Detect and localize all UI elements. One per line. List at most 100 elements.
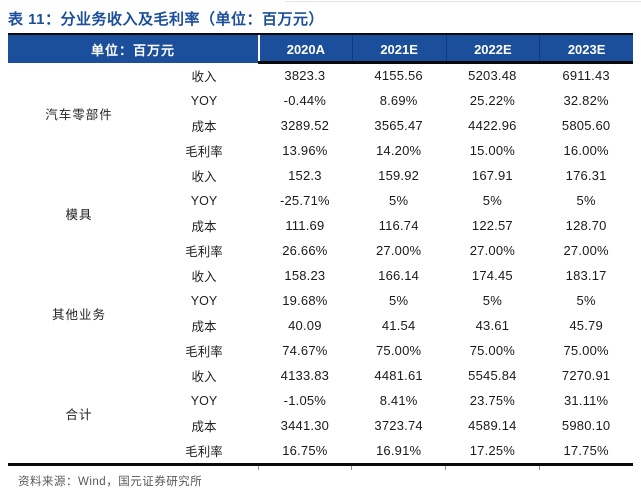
value-cell: 158.23	[258, 263, 352, 288]
table-title: 表 11：分业务收入及毛利率（单位：百万元）	[8, 11, 325, 28]
value-cell: 75.00%	[539, 338, 633, 363]
column-tick	[351, 466, 352, 470]
value-cell: 27.00%	[445, 238, 540, 263]
value-cell: 26.66%	[258, 238, 352, 263]
value-cell: 17.25%	[445, 438, 540, 463]
value-cell: 176.31	[539, 163, 633, 188]
value-cell: 116.74	[351, 213, 446, 238]
value-cell: 3441.30	[258, 413, 352, 438]
value-cell: 4589.14	[445, 413, 540, 438]
value-cell: 183.17	[539, 263, 633, 288]
metric-cell: 收入	[150, 263, 258, 288]
value-cell: -0.44%	[258, 88, 352, 113]
data-table: 单位：百万元 2020A 2021E 2022E 2023E 汽车零部件 收入 38…	[8, 33, 633, 470]
column-header-2021e: 2021E	[351, 35, 446, 63]
value-cell: 5545.84	[445, 363, 540, 388]
unit-label-cell: 单位：百万元	[8, 35, 258, 63]
value-cell: 152.3	[258, 163, 352, 188]
value-cell: 5%	[445, 188, 540, 213]
page-top-divider	[285, 1, 641, 2]
header-underline-rule	[258, 61, 633, 64]
value-cell: 3289.52	[258, 113, 352, 138]
value-cell: 174.45	[445, 263, 540, 288]
value-cell: 16.91%	[351, 438, 446, 463]
value-cell: 13.96%	[258, 138, 352, 163]
value-cell: 5203.48	[445, 63, 540, 88]
value-cell: 27.00%	[539, 238, 633, 263]
value-cell: 19.68%	[258, 288, 352, 313]
category-cell: 合计	[8, 363, 150, 463]
value-cell: 6911.43	[539, 63, 633, 88]
value-cell: 5%	[539, 288, 633, 313]
value-cell: 159.92	[351, 163, 446, 188]
value-cell: 17.75%	[539, 438, 633, 463]
value-cell: 5980.10	[539, 413, 633, 438]
value-cell: 8.69%	[351, 88, 446, 113]
value-cell: 75.00%	[351, 338, 446, 363]
value-cell: 5%	[351, 288, 446, 313]
value-cell: 166.14	[351, 263, 446, 288]
value-cell: 27.00%	[351, 238, 446, 263]
value-cell: 74.67%	[258, 338, 352, 363]
metric-cell: 收入	[150, 63, 258, 88]
value-cell: 25.22%	[445, 88, 540, 113]
metric-cell: 成本	[150, 213, 258, 238]
value-cell: 23.75%	[445, 388, 540, 413]
value-cell: 5805.60	[539, 113, 633, 138]
value-cell: 3565.47	[351, 113, 446, 138]
column-header-2022e: 2022E	[445, 35, 540, 63]
metric-cell: YOY	[150, 288, 258, 313]
value-cell: 43.61	[445, 313, 540, 338]
source-note: 资料来源：Wind，国元证券研究所	[18, 476, 203, 488]
value-cell: 41.54	[351, 313, 446, 338]
value-cell: 75.00%	[445, 338, 540, 363]
value-cell: 16.75%	[258, 438, 352, 463]
category-cell: 汽车零部件	[8, 63, 150, 163]
value-cell: 8.41%	[351, 388, 446, 413]
value-cell: 5%	[445, 288, 540, 313]
metric-cell: 毛利率	[150, 338, 258, 363]
value-cell: 5%	[539, 188, 633, 213]
metric-cell: YOY	[150, 388, 258, 413]
column-tick	[539, 466, 540, 470]
metric-cell: 成本	[150, 113, 258, 138]
metric-cell: 毛利率	[150, 138, 258, 163]
value-cell: -25.71%	[258, 188, 352, 213]
value-cell: 15.00%	[445, 138, 540, 163]
column-header-2023e: 2023E	[539, 35, 633, 63]
value-cell: 167.91	[445, 163, 540, 188]
metric-cell: YOY	[150, 88, 258, 113]
value-cell: 7270.91	[539, 363, 633, 388]
value-cell: 128.70	[539, 213, 633, 238]
value-cell: 45.79	[539, 313, 633, 338]
column-header-2020a: 2020A	[258, 35, 352, 63]
value-cell: 4133.83	[258, 363, 352, 388]
metric-cell: 成本	[150, 413, 258, 438]
category-cell: 其他业务	[8, 263, 150, 363]
column-tick	[445, 466, 446, 470]
metric-cell: 成本	[150, 313, 258, 338]
value-cell: 40.09	[258, 313, 352, 338]
value-cell: 4422.96	[445, 113, 540, 138]
value-cell: 16.00%	[539, 138, 633, 163]
value-cell: -1.05%	[258, 388, 352, 413]
metric-cell: 毛利率	[150, 438, 258, 463]
value-cell: 122.57	[445, 213, 540, 238]
value-cell: 4155.56	[351, 63, 446, 88]
category-cell: 模具	[8, 163, 150, 263]
metric-cell: 收入	[150, 363, 258, 388]
value-cell: 3723.74	[351, 413, 446, 438]
value-cell: 31.11%	[539, 388, 633, 413]
value-cell: 3823.3	[258, 63, 352, 88]
value-cell: 111.69	[258, 213, 352, 238]
value-cell: 4481.61	[351, 363, 446, 388]
metric-cell: YOY	[150, 188, 258, 213]
value-cell: 32.82%	[539, 88, 633, 113]
metric-cell: 毛利率	[150, 238, 258, 263]
metric-cell: 收入	[150, 163, 258, 188]
value-cell: 5%	[351, 188, 446, 213]
value-cell: 14.20%	[351, 138, 446, 163]
column-tick	[258, 466, 259, 470]
table-grid: 单位：百万元 2020A 2021E 2022E 2023E 汽车零部件 收入 38…	[8, 33, 633, 466]
